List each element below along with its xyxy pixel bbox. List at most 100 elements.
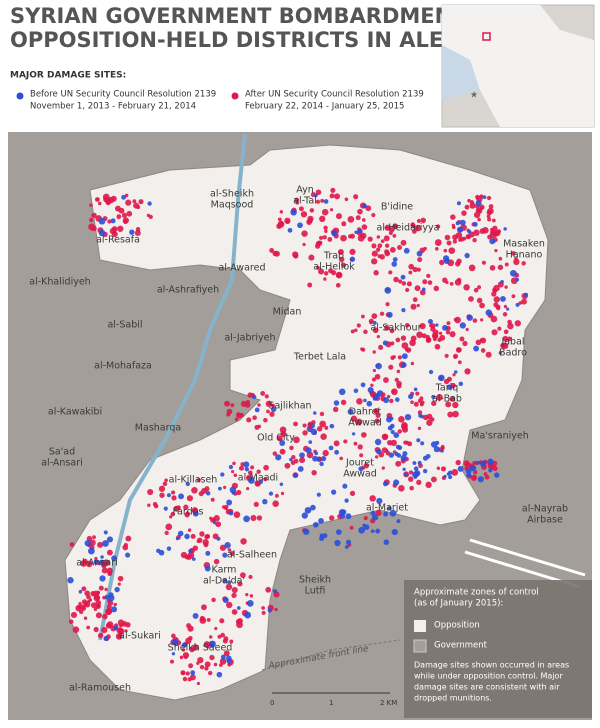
damage-site <box>340 399 347 406</box>
damage-site <box>84 601 88 605</box>
damage-site <box>475 339 482 346</box>
damage-site <box>386 439 393 446</box>
damage-site <box>477 476 484 483</box>
damage-site <box>298 206 304 212</box>
damage-site <box>136 205 141 210</box>
damage-site <box>349 490 356 497</box>
damage-site <box>338 388 346 396</box>
damage-site <box>376 334 380 339</box>
damage-site <box>279 210 284 214</box>
damage-site <box>261 610 266 615</box>
damage-site <box>452 401 459 409</box>
damage-site <box>269 411 275 417</box>
damage-site <box>222 578 228 584</box>
damage-site <box>401 281 407 286</box>
district-label: al-Mohafaza <box>94 360 152 371</box>
damage-site <box>439 259 445 266</box>
damage-site <box>262 498 268 505</box>
damage-site <box>111 231 118 238</box>
damage-site <box>319 420 327 428</box>
damage-site <box>445 330 451 335</box>
damage-site <box>134 230 141 236</box>
damage-site <box>387 506 392 511</box>
damage-site <box>430 476 437 483</box>
damage-site <box>258 479 264 485</box>
damage-site <box>261 606 265 610</box>
damage-site <box>338 509 346 516</box>
damage-site <box>245 400 250 405</box>
damage-site <box>446 240 452 246</box>
damage-site <box>376 497 383 504</box>
damage-site <box>121 194 127 200</box>
damage-site <box>102 540 109 547</box>
district-label: Badro <box>499 347 527 358</box>
damage-site <box>293 253 299 259</box>
damage-site <box>344 197 349 202</box>
damage-site <box>371 213 376 218</box>
damage-site <box>468 264 476 272</box>
damage-site <box>240 400 247 407</box>
damage-site <box>457 360 462 365</box>
damage-site <box>451 223 455 227</box>
damage-site <box>416 438 421 443</box>
damage-site <box>186 495 194 502</box>
damage-site <box>410 400 414 404</box>
damage-site <box>390 439 397 447</box>
damage-site <box>322 235 327 240</box>
damage-site <box>272 589 277 594</box>
damage-site <box>196 681 201 686</box>
damage-site <box>122 544 129 551</box>
damage-site <box>491 218 496 223</box>
damage-site <box>328 445 334 451</box>
district-label: Sa'ad <box>49 446 75 457</box>
damage-site <box>117 575 124 582</box>
damage-site <box>301 230 308 237</box>
damage-site <box>449 396 456 402</box>
damage-site <box>494 249 498 253</box>
damage-site <box>447 470 453 475</box>
district-label: al-Da'da' <box>203 575 245 586</box>
damage-site <box>280 430 287 437</box>
damage-site <box>213 662 218 667</box>
damage-site <box>412 266 418 273</box>
damage-site <box>393 432 400 438</box>
damage-site <box>108 594 115 602</box>
damage-site <box>446 321 451 326</box>
damage-site <box>113 625 119 631</box>
damage-site <box>521 261 526 266</box>
damage-site <box>191 557 196 561</box>
damage-site <box>416 479 422 486</box>
damage-site <box>310 504 316 511</box>
damage-site <box>435 247 439 251</box>
damage-site <box>253 501 259 507</box>
damage-site <box>319 411 325 417</box>
damage-site <box>413 466 419 471</box>
damage-site <box>394 451 399 457</box>
damage-site <box>439 334 446 341</box>
damage-site <box>390 355 395 360</box>
damage-site <box>385 450 391 456</box>
damage-site <box>111 555 118 562</box>
damage-site <box>320 198 325 203</box>
damage-site <box>482 227 489 234</box>
damage-site <box>479 194 484 199</box>
district-label: al-Ansari <box>76 557 118 568</box>
district-label: al-Sukari <box>119 630 161 641</box>
district-label: al-Awared <box>219 262 266 273</box>
damage-site <box>472 237 477 243</box>
damage-site <box>114 586 120 593</box>
damage-site <box>84 590 90 597</box>
damage-site <box>355 418 363 426</box>
damage-site <box>274 607 278 612</box>
damage-site <box>408 470 414 475</box>
damage-site <box>493 296 500 303</box>
damage-site <box>147 503 151 507</box>
damage-site <box>302 242 306 247</box>
damage-site <box>433 285 440 292</box>
damage-site <box>250 514 257 522</box>
damage-site <box>320 433 327 440</box>
damage-site <box>237 618 243 624</box>
damage-site <box>421 287 426 292</box>
damage-site <box>244 611 252 619</box>
